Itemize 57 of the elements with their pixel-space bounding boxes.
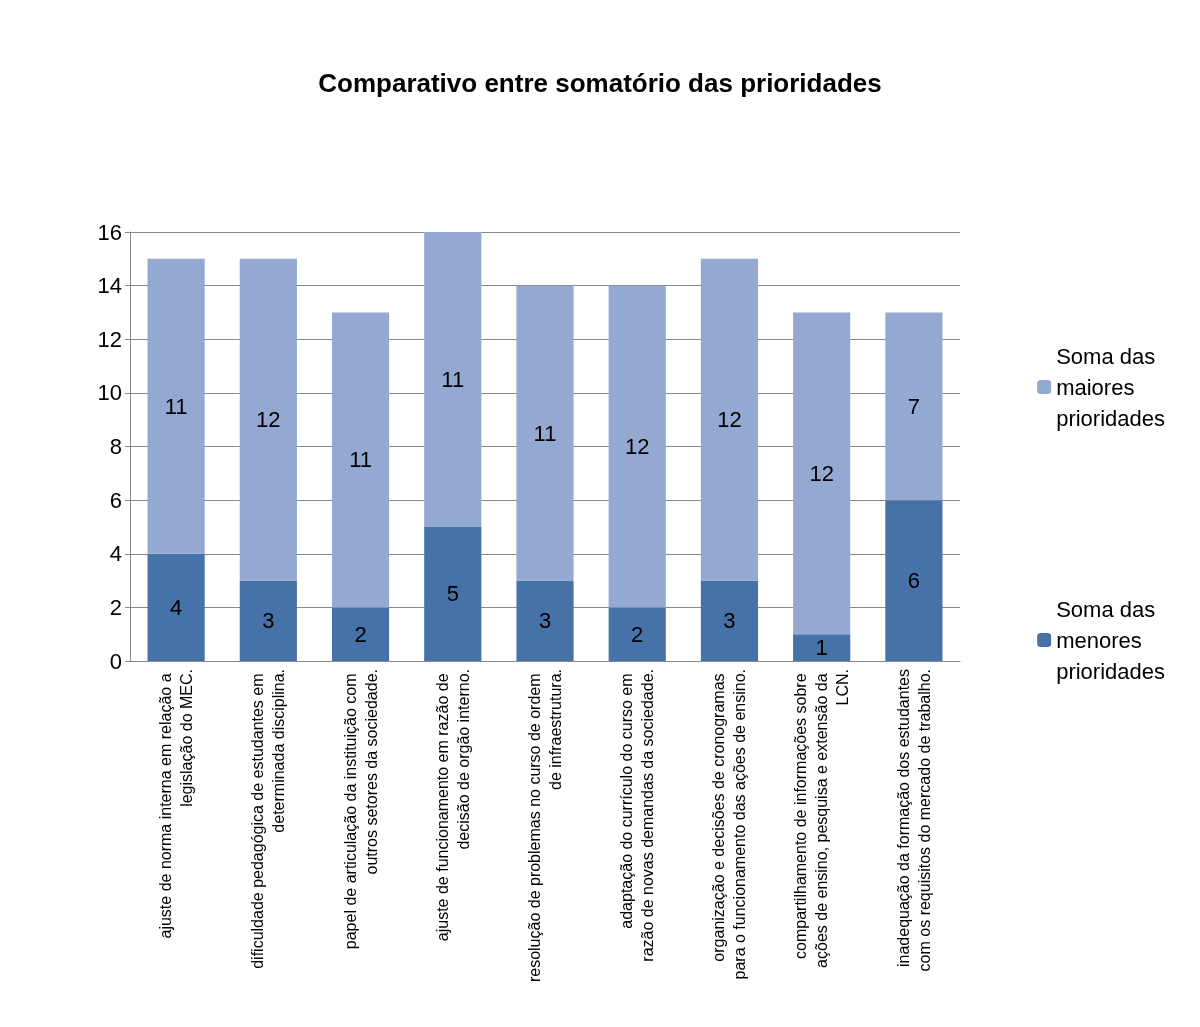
- data-label: 6: [907, 568, 921, 594]
- y-tick-label: 2: [109, 594, 122, 620]
- chart-title: Comparativo entre somatório das prioridades: [318, 68, 882, 98]
- bar: [424, 526, 482, 661]
- bar: [424, 232, 482, 527]
- y-tick-label: 4: [109, 541, 122, 567]
- data-label: 11: [349, 447, 372, 473]
- bar: [793, 634, 851, 661]
- bar: [608, 285, 666, 608]
- x-tick-label: inadequação da formação dos estudantes com os requisitos do mercado de trabalho.: [894, 669, 933, 976]
- bar: [700, 258, 759, 581]
- bar: [516, 285, 574, 581]
- x-tick-label: resolução de problemas no curso de ordem de infraestrutura.: [526, 669, 564, 983]
- bar: [147, 258, 205, 554]
- legend-label: Soma das menores prioridades: [1056, 596, 1165, 684]
- data-label: 2: [631, 621, 644, 647]
- data-label: 11: [533, 420, 557, 446]
- x-tick-label: ajuste de funcionamento em razão de decisão de orgão interno.: [433, 669, 472, 942]
- data-label: 12: [717, 407, 742, 433]
- bar: [147, 553, 205, 661]
- data-label: 12: [256, 407, 281, 433]
- y-tick-label: 0: [109, 648, 122, 674]
- y-tick-label: 16: [97, 219, 122, 245]
- data-label: 1: [815, 635, 828, 661]
- data-label: 11: [441, 366, 465, 392]
- bar: [885, 312, 943, 501]
- bar: [885, 500, 943, 661]
- data-label: 3: [723, 608, 736, 634]
- bar: [331, 607, 390, 661]
- data-label: 3: [262, 608, 275, 634]
- bar: [239, 258, 297, 581]
- bar: [239, 580, 297, 661]
- x-tick-label: dificuldade pedagógica de estudantes em determinada disciplina.: [249, 669, 288, 969]
- data-label: 5: [446, 581, 459, 607]
- data-label: 3: [538, 608, 552, 634]
- data-label: 11: [164, 393, 188, 419]
- bar: [516, 580, 574, 661]
- y-tick-label: 12: [97, 326, 122, 352]
- y-tick-label: 14: [97, 273, 122, 299]
- data-label: 2: [354, 621, 367, 647]
- legend-label: Soma das maiores prioridades: [1056, 343, 1165, 431]
- bar: [700, 580, 759, 661]
- bar: [331, 312, 390, 608]
- y-tick-label: 10: [97, 380, 122, 406]
- data-label: 7: [907, 393, 921, 419]
- x-tick-label: papel de articulação da instituição com outros setores da sociedade.: [341, 669, 380, 950]
- x-tick-label: organização e decisões de cronogramas para o funcionamento das ações de ensino.: [710, 669, 749, 980]
- y-tick-label: 6: [109, 487, 122, 513]
- data-label: 12: [809, 460, 834, 486]
- data-label: 12: [624, 434, 650, 459]
- bar: [608, 607, 666, 661]
- bar: [793, 312, 851, 635]
- x-tick-label: adaptação do currículo do curso em razão de novas demandas da sociedade.: [618, 669, 657, 962]
- data-label: 4: [169, 594, 183, 620]
- x-tick-label: compartilhamento de informações sobre ações de ensino, pesquisa e extensão da LCN.: [792, 669, 852, 968]
- y-tick-label: 8: [109, 434, 122, 459]
- x-tick-label: ajuste de norma interna em relação a legislação do MEC.: [157, 669, 196, 939]
